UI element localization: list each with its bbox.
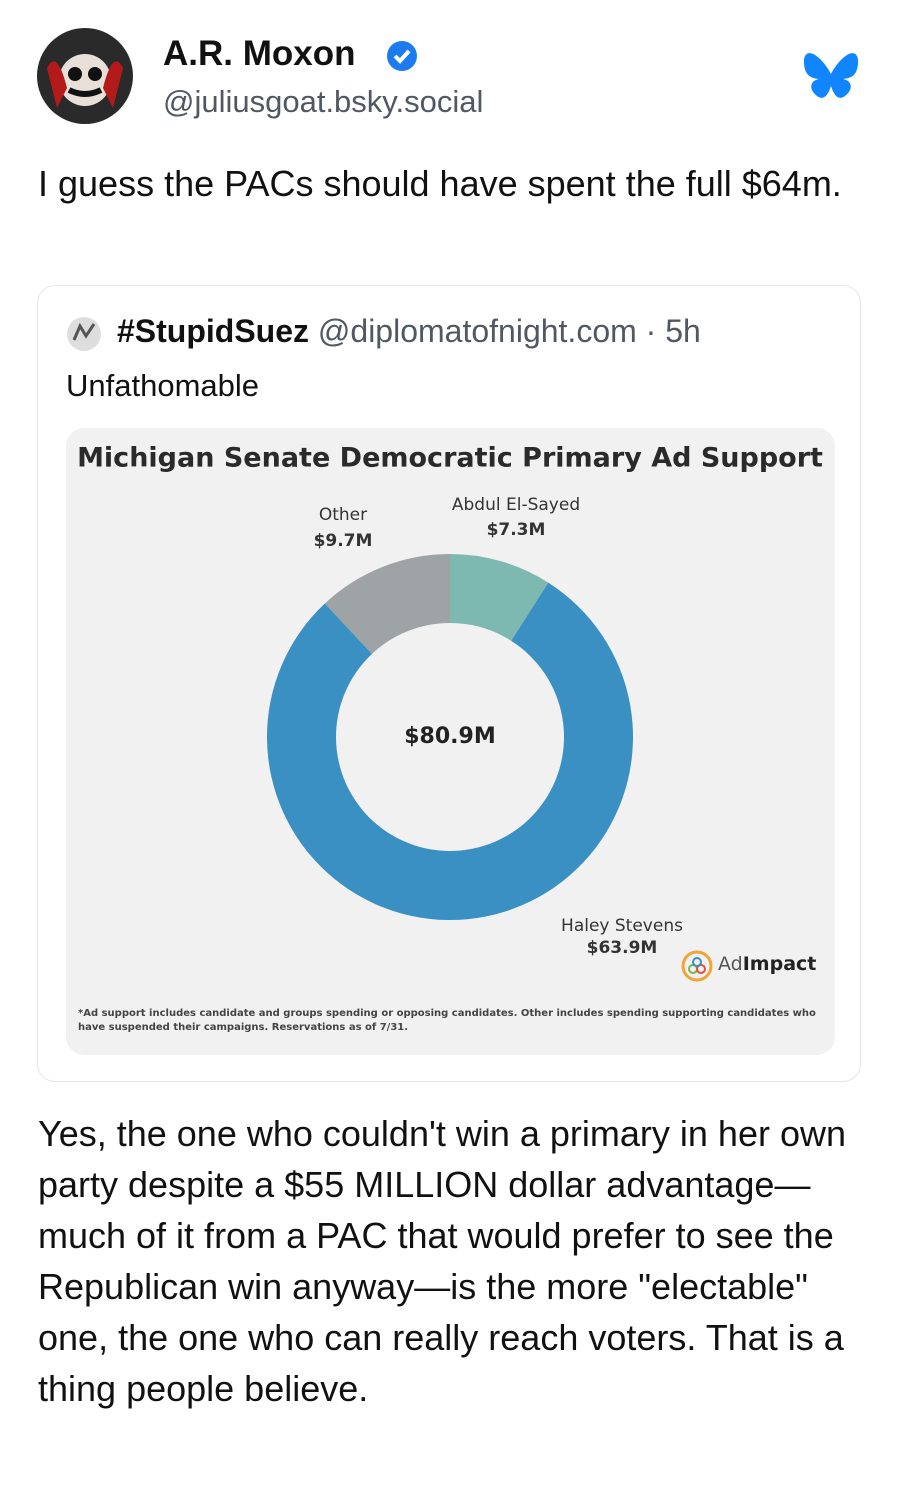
segment-label: Haley Stevens [561,916,683,936]
quote-handle[interactable]: @diplomatofnight.com [317,313,637,349]
quote-avatar [67,317,101,351]
author-name[interactable]: A.R. Moxon [163,34,356,73]
verified-badge [387,41,417,71]
segment-value: $63.9M [587,938,658,958]
donut-segment [450,554,549,641]
quote-text: Unfathomable [66,368,260,403]
quote-author[interactable]: #StupidSuez [117,313,310,349]
chart: Michigan Senate Democratic Primary Ad Su… [77,443,823,959]
segment-label: Abdul El-Sayed [452,495,580,515]
footnote: *Ad support includes candidate and group… [78,1008,816,1033]
author-handle[interactable]: @juliusgoat.bsky.social [163,84,484,119]
center-label: $80.9M [404,724,495,749]
reply-text: Yes, the one who couldn't win a primary … [38,1113,846,1409]
chart-title: Michigan Senate Democratic Primary Ad Su… [77,443,823,474]
bluesky-logo[interactable] [803,52,859,102]
quote-header: #StupidSuez @diplomatofnight.com · 5h [117,313,701,350]
chart-image [66,428,835,1055]
donut-segment [324,554,450,654]
source-prefix: Ad [718,953,743,975]
quoted-post[interactable] [37,285,861,1082]
donut-segment [267,582,633,920]
segment-label: Other [319,505,367,525]
quote-time: 5h [665,313,701,349]
source: AdImpact [718,953,816,975]
author-avatar[interactable] [37,28,133,124]
separator: · [645,313,657,349]
segment-value: $9.7M [314,531,373,551]
segment-value: $7.3M [487,520,546,540]
adimpact-logo [681,950,713,982]
source-name: Impact [742,953,817,975]
post-text: I guess the PACs should have spent the f… [38,163,842,204]
